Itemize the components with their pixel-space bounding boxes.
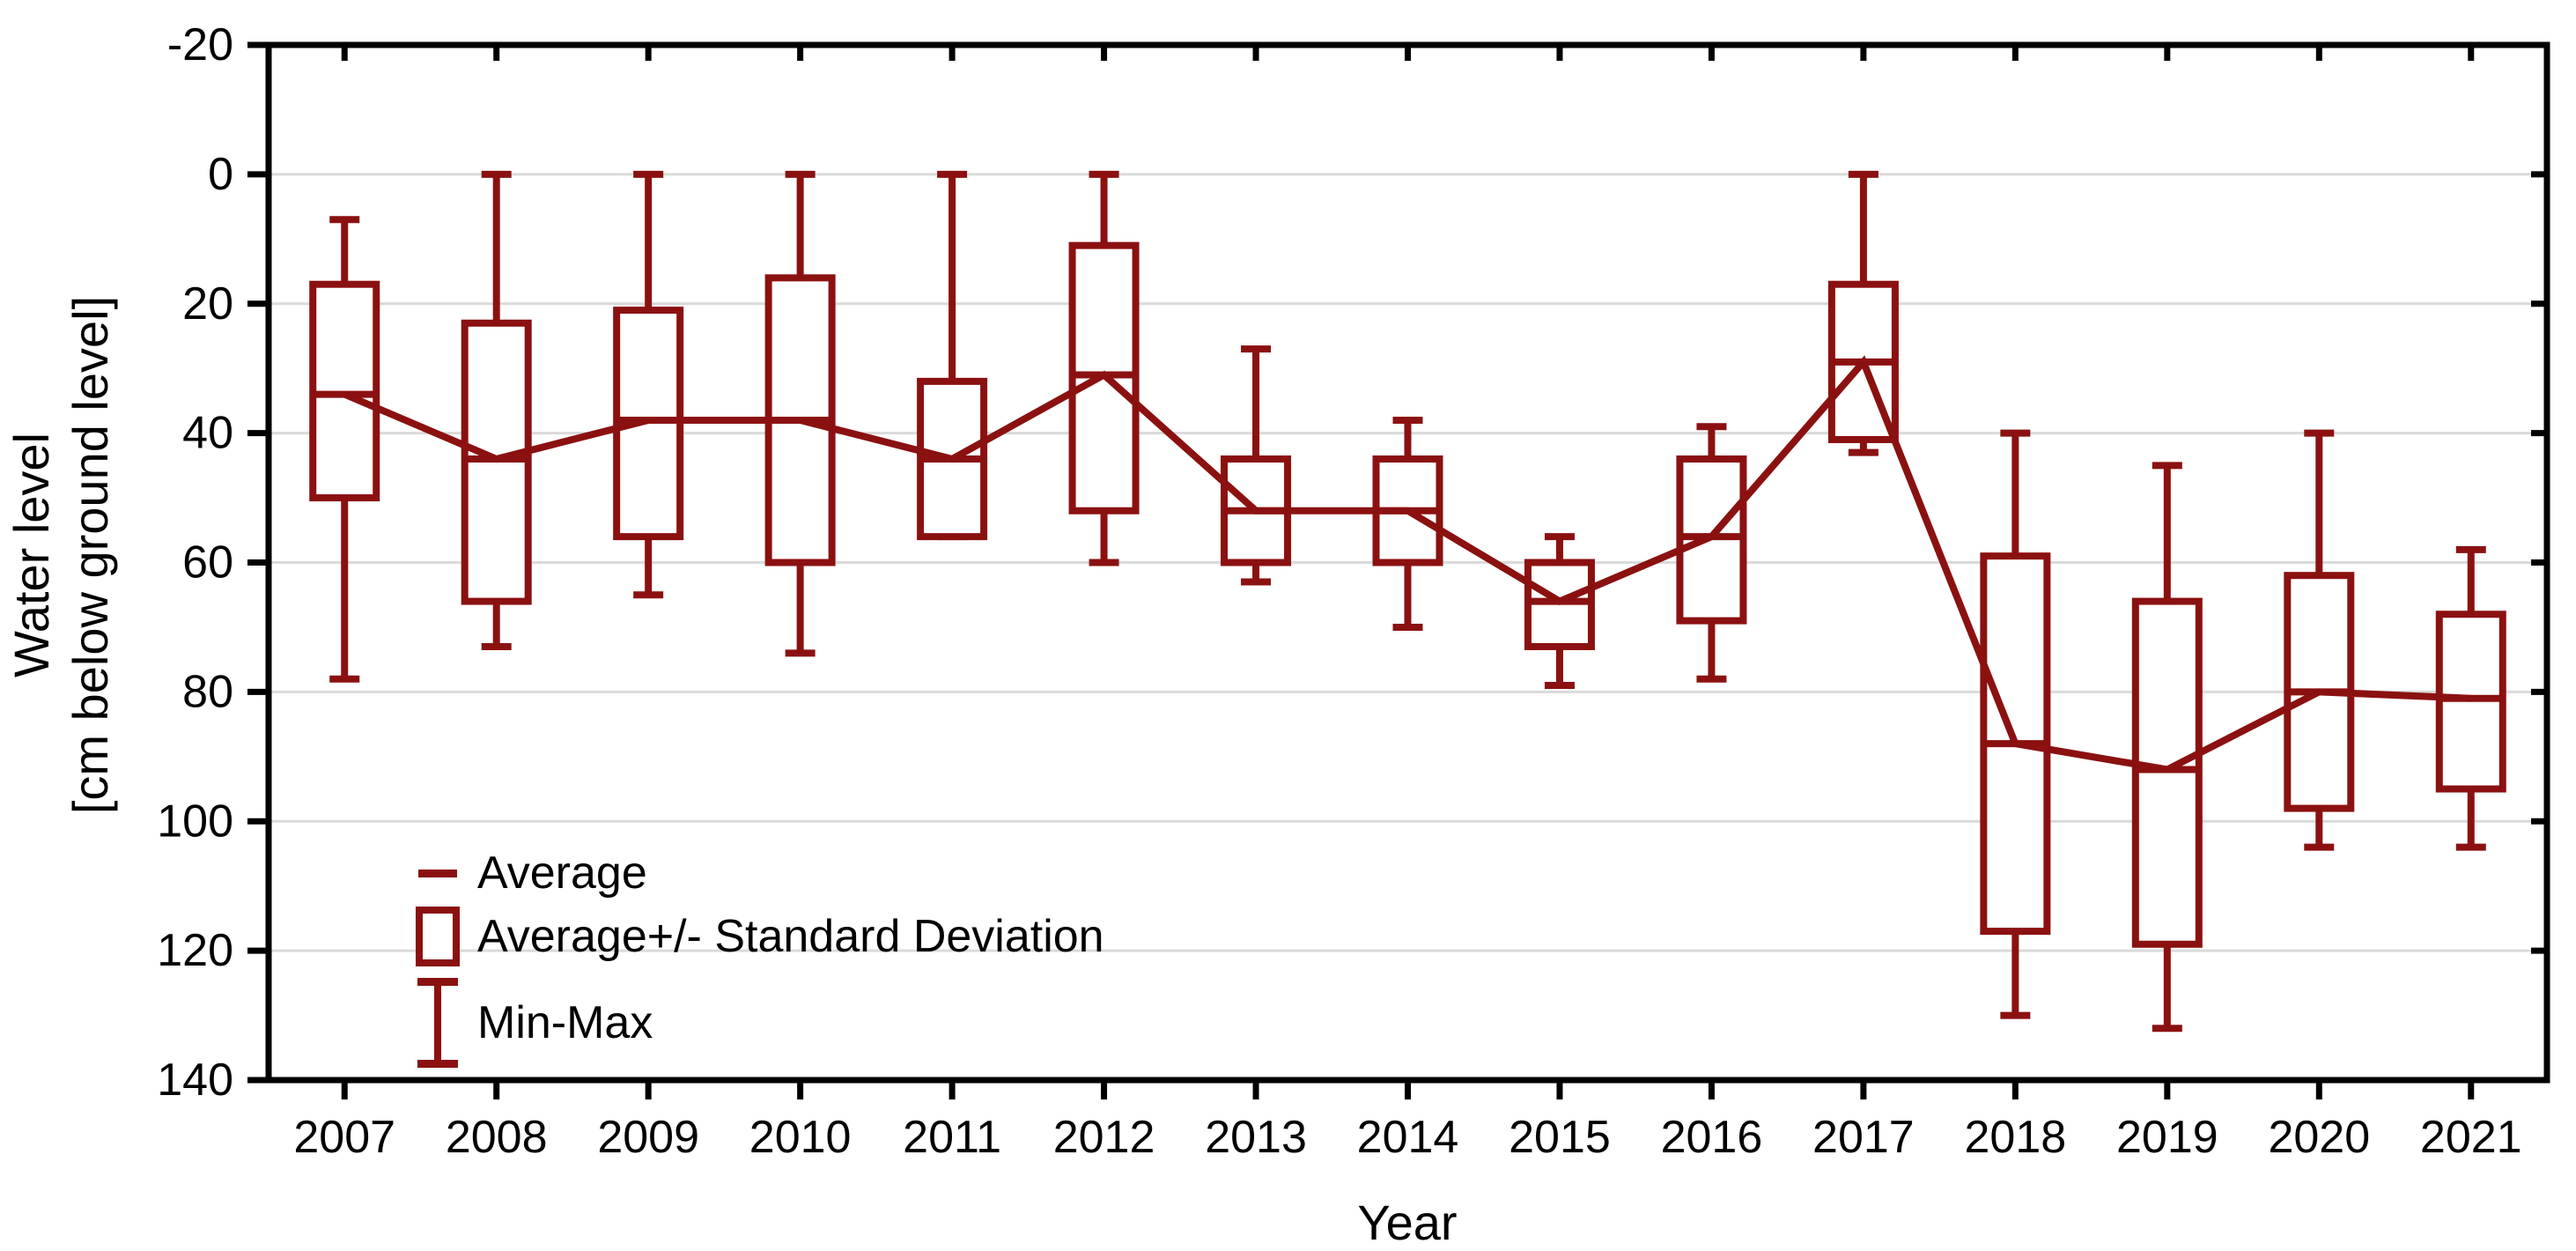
x-tick-label-2020: 2020 [2268, 1112, 2370, 1163]
x-tick-label-2008: 2008 [446, 1112, 548, 1163]
whisker-ibeam-icon [417, 978, 458, 1068]
legend-item-min-max: Min-Max [407, 971, 1104, 1075]
legend-item-average: Average [407, 844, 1104, 902]
y-tick-label--20: -20 [167, 19, 233, 70]
x-tick-label-2012: 2012 [1053, 1112, 1155, 1163]
legend: Average Average+/- Standard Deviation Mi… [407, 844, 1104, 1075]
x-tick-label-2009: 2009 [597, 1112, 699, 1163]
std-dev-box-marker [407, 907, 469, 966]
average-line [343, 355, 2471, 774]
y-axis-title: Water level [cm below ground level] [2, 26, 125, 1084]
x-tick-label-2010: 2010 [749, 1112, 852, 1163]
x-tick-label-2013: 2013 [1205, 1112, 1307, 1163]
y-tick-label-0: 0 [208, 149, 233, 200]
x-tick-label-2011: 2011 [903, 1112, 1001, 1163]
y-tick-label-20: 20 [182, 278, 233, 329]
x-tick-label-2016: 2016 [1661, 1112, 1763, 1163]
x-tick-label-2021: 2021 [2420, 1112, 2522, 1163]
line-dash-icon [418, 869, 457, 877]
y-tick-label-100: 100 [157, 796, 233, 847]
y-tick-label-120: 120 [157, 925, 233, 976]
x-tick-label-2015: 2015 [1509, 1112, 1611, 1163]
y-tick-label-140: 140 [157, 1055, 233, 1106]
y-axis-title-line1: Water level [4, 433, 59, 678]
min-max-whisker-marker [407, 978, 469, 1068]
x-tick-label-2007: 2007 [293, 1112, 395, 1163]
y-tick-label-60: 60 [182, 537, 233, 588]
x-axis-title: Year [1357, 1195, 1458, 1250]
legend-item-standard-deviation: Average+/- Standard Deviation [407, 902, 1104, 971]
y-axis-title-line2: [cm below ground level] [63, 295, 119, 815]
average-line-marker [407, 869, 469, 877]
x-tick-label-2019: 2019 [2116, 1112, 2218, 1163]
y-tick-label-40: 40 [182, 408, 233, 459]
x-tick-label-2014: 2014 [1357, 1112, 1459, 1163]
x-tick-label-2018: 2018 [1965, 1112, 2067, 1163]
legend-label-min-max: Min-Max [477, 997, 653, 1048]
box-outline-icon [416, 907, 460, 966]
x-tick-label-2017: 2017 [1812, 1112, 1915, 1163]
legend-label-standard-deviation: Average+/- Standard Deviation [477, 911, 1104, 962]
legend-label-average: Average [477, 848, 647, 899]
y-tick-label-80: 80 [182, 666, 233, 717]
